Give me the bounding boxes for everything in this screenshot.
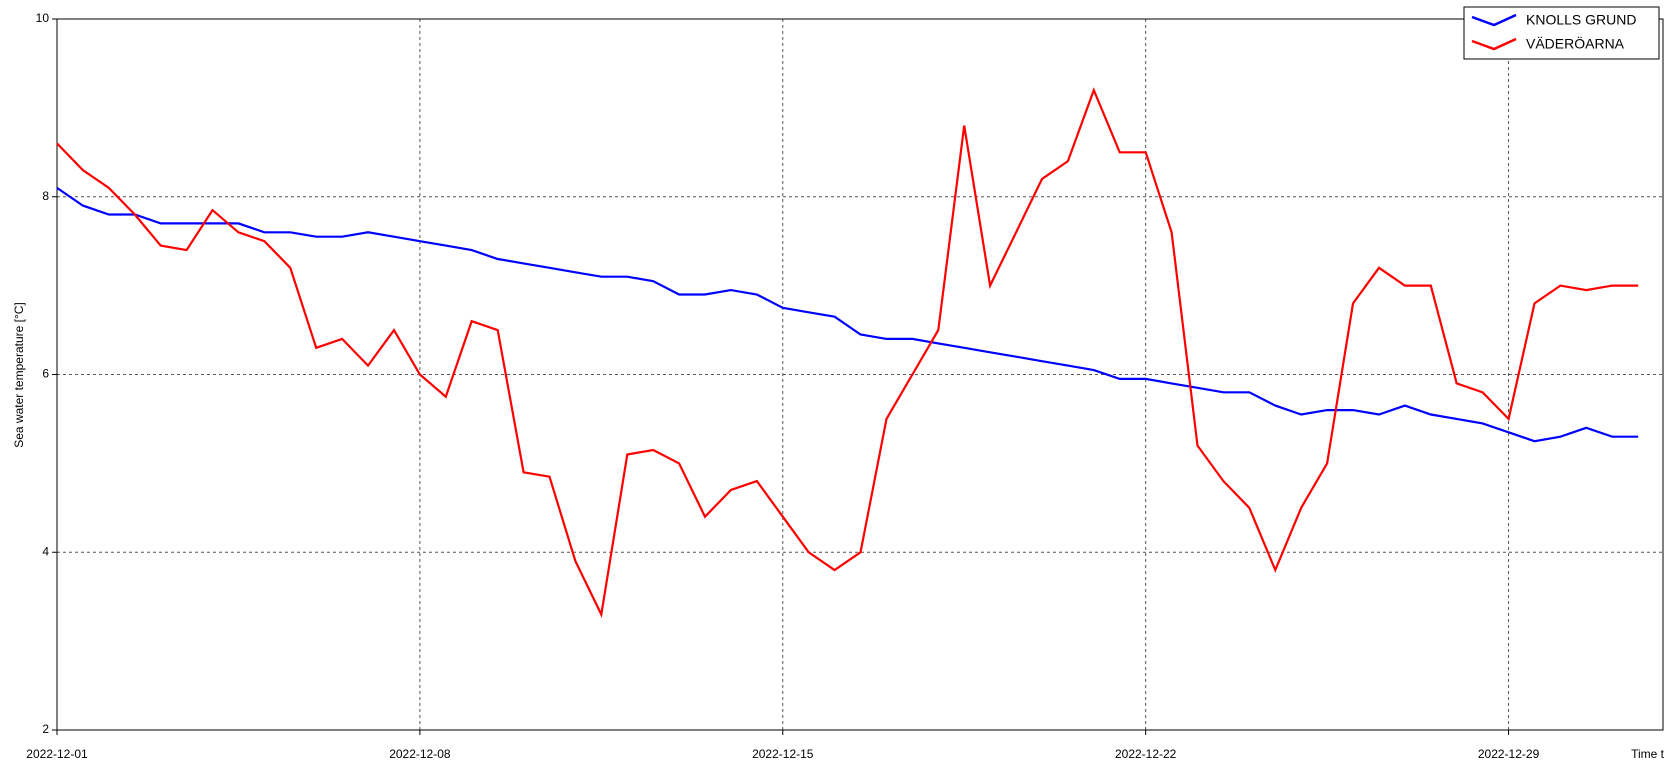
y-tick-label: 6: [42, 367, 49, 381]
x-tick-label: 2022-12-22: [1115, 747, 1177, 761]
x-tick-label: 2022-12-01: [26, 747, 88, 761]
y-tick-label: 4: [42, 544, 49, 558]
x-axis-label: Time t: [1631, 747, 1665, 761]
legend-box: [1463, 6, 1660, 60]
y-tick-label: 8: [42, 189, 49, 203]
x-tick-label: 2022-12-29: [1478, 747, 1540, 761]
y-tick-label: 10: [36, 11, 50, 25]
plot-frame: [56, 18, 1664, 731]
legend-label: KNOLLS GRUND: [1526, 12, 1636, 28]
data-line: [56, 87, 1639, 619]
x-tick-label: 2022-12-08: [389, 747, 451, 761]
legend-label: VÄDERÖARNA: [1526, 35, 1625, 52]
legend-swatch: [1471, 13, 1517, 27]
legend-swatch: [1471, 37, 1517, 51]
data-line: [56, 186, 1639, 443]
y-tick-label: 2: [42, 722, 49, 736]
x-tick-label: 2022-12-15: [752, 747, 814, 761]
y-axis-label: Sea water temperature [°C]: [12, 302, 26, 448]
